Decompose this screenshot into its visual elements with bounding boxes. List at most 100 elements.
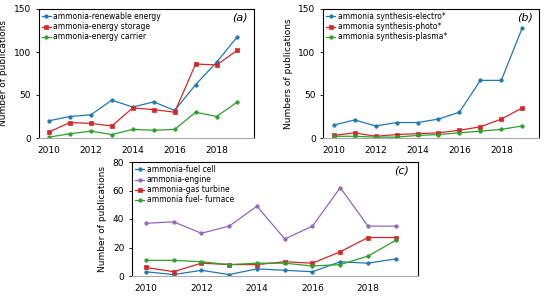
ammonia-renewable energy — [234, 35, 241, 38]
ammonia synthesis-plasma* — [351, 134, 358, 138]
ammonia-gas turbine — [282, 260, 288, 264]
ammonia-gas turbine — [337, 250, 344, 253]
ammonia synthesis-plasma* — [435, 133, 442, 136]
ammonia-fuel cell — [337, 260, 344, 264]
ammonia-renewable energy — [129, 105, 136, 109]
ammonia synthesis-photo* — [456, 128, 463, 132]
ammonia synthesis-plasma* — [393, 135, 400, 139]
ammonia synthesis-plasma* — [456, 131, 463, 135]
ammonia-energy storage — [234, 49, 241, 52]
ammonia-engine — [282, 237, 288, 241]
ammonia-engine — [393, 224, 399, 228]
ammonia-energy storage — [87, 122, 94, 125]
ammonia-energy carrier — [213, 115, 220, 118]
ammonia-energy carrier — [234, 100, 241, 104]
ammonia synthesis-electro* — [519, 26, 526, 30]
ammonia-engine — [365, 224, 371, 228]
ammonia synthesis-plasma* — [331, 134, 337, 138]
ammonia-engine — [309, 224, 316, 228]
Y-axis label: Number of publications: Number of publications — [0, 20, 8, 127]
ammonia-energy carrier — [87, 129, 94, 133]
ammonia synthesis-photo* — [498, 117, 504, 121]
ammonia-renewable energy — [150, 100, 157, 104]
ammonia-engine — [226, 224, 233, 228]
ammonia-energy storage — [108, 124, 115, 128]
ammonia-energy carrier — [46, 135, 52, 139]
ammonia-energy storage — [129, 106, 136, 110]
Line: ammonia-engine: ammonia-engine — [144, 186, 398, 241]
ammonia synthesis-photo* — [372, 134, 379, 138]
ammonia-gas turbine — [254, 263, 260, 266]
ammonia synthesis-photo* — [414, 132, 421, 136]
ammonia-energy storage — [213, 63, 220, 67]
ammonia-fuel cell — [226, 273, 233, 276]
ammonia synthesis-plasma* — [372, 135, 379, 139]
ammonia fuel- furnace — [282, 261, 288, 265]
ammonia synthesis-plasma* — [498, 128, 504, 131]
ammonia-renewable energy — [46, 119, 52, 123]
ammonia-engine — [170, 220, 177, 224]
ammonia-engine — [198, 232, 205, 235]
ammonia fuel- furnace — [337, 263, 344, 266]
ammonia fuel- furnace — [226, 263, 233, 266]
ammonia-energy storage — [67, 121, 73, 124]
ammonia-energy storage — [46, 130, 52, 134]
ammonia synthesis-electro* — [477, 79, 483, 82]
ammonia fuel- furnace — [309, 264, 316, 268]
ammonia-gas turbine — [309, 261, 316, 265]
ammonia-energy carrier — [129, 128, 136, 131]
ammonia-gas turbine — [142, 266, 149, 269]
ammonia-renewable energy — [87, 113, 94, 117]
Legend: ammonia-renewable energy, ammonia-energy storage, ammonia-energy carrier: ammonia-renewable energy, ammonia-energy… — [41, 11, 162, 42]
Text: (c): (c) — [394, 165, 409, 176]
ammonia-renewable energy — [108, 98, 115, 102]
Line: ammonia synthesis-photo*: ammonia synthesis-photo* — [332, 106, 524, 138]
ammonia synthesis-plasma* — [519, 124, 526, 128]
Line: ammonia-energy carrier: ammonia-energy carrier — [47, 100, 239, 139]
ammonia synthesis-electro* — [351, 118, 358, 122]
ammonia fuel- furnace — [254, 261, 260, 265]
Line: ammonia fuel- furnace: ammonia fuel- furnace — [144, 238, 398, 268]
Line: ammonia-energy storage: ammonia-energy storage — [47, 49, 239, 134]
ammonia-fuel cell — [309, 270, 316, 274]
ammonia-renewable energy — [213, 61, 220, 64]
ammonia synthesis-electro* — [372, 124, 379, 128]
ammonia-energy carrier — [108, 133, 115, 136]
ammonia fuel- furnace — [365, 254, 371, 258]
ammonia-gas turbine — [393, 236, 399, 239]
ammonia-engine — [142, 221, 149, 225]
ammonia-fuel cell — [365, 261, 371, 265]
ammonia synthesis-photo* — [393, 133, 400, 136]
ammonia fuel- furnace — [393, 238, 399, 242]
ammonia-renewable energy — [67, 115, 73, 118]
ammonia-fuel cell — [198, 268, 205, 272]
ammonia synthesis-electro* — [456, 110, 463, 114]
ammonia-renewable energy — [172, 109, 178, 112]
ammonia synthesis-electro* — [331, 123, 337, 127]
ammonia-fuel cell — [170, 273, 177, 276]
Y-axis label: Numbers of publications: Numbers of publications — [284, 18, 293, 129]
ammonia synthesis-plasma* — [477, 129, 483, 133]
ammonia-energy storage — [192, 62, 199, 66]
Line: ammonia synthesis-electro*: ammonia synthesis-electro* — [332, 26, 524, 128]
ammonia-fuel cell — [282, 268, 288, 272]
ammonia synthesis-photo* — [477, 125, 483, 129]
ammonia synthesis-photo* — [351, 131, 358, 135]
ammonia-energy carrier — [67, 132, 73, 136]
ammonia-energy carrier — [192, 110, 199, 114]
Line: ammonia-gas turbine: ammonia-gas turbine — [144, 236, 398, 274]
ammonia synthesis-photo* — [519, 106, 526, 110]
ammonia-gas turbine — [226, 263, 233, 266]
ammonia-gas turbine — [170, 270, 177, 274]
ammonia fuel- furnace — [170, 259, 177, 262]
ammonia synthesis-electro* — [393, 121, 400, 124]
ammonia-gas turbine — [365, 236, 371, 239]
ammonia-energy carrier — [150, 128, 157, 132]
ammonia-fuel cell — [254, 267, 260, 271]
Text: (a): (a) — [232, 13, 248, 23]
Legend: ammonia synthesis-electro*, ammonia synthesis-photo*, ammonia synthesis-plasma*: ammonia synthesis-electro*, ammonia synt… — [326, 11, 448, 42]
ammonia synthesis-photo* — [331, 134, 337, 137]
Line: ammonia-fuel cell: ammonia-fuel cell — [144, 257, 398, 276]
ammonia-energy storage — [150, 108, 157, 111]
ammonia fuel- furnace — [198, 260, 205, 264]
